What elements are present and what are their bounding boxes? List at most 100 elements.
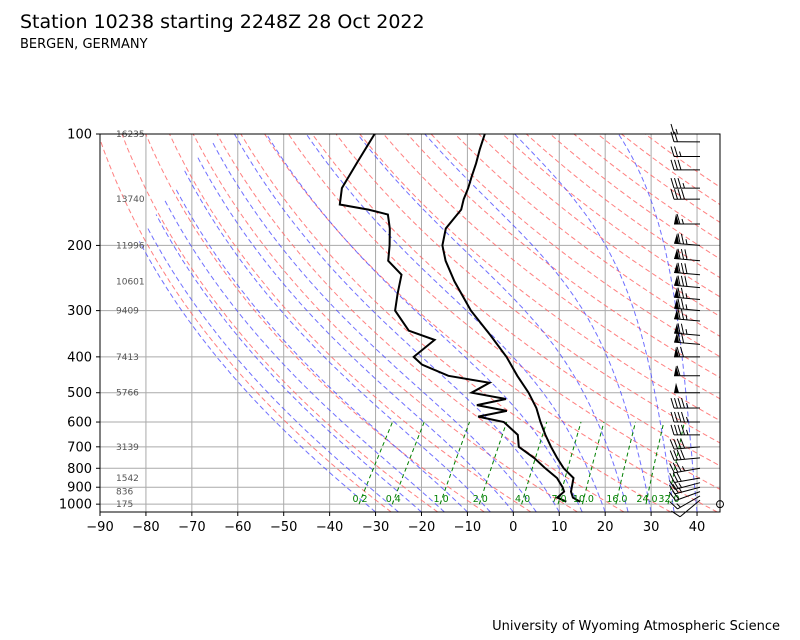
barb-full (668, 480, 676, 490)
barb-full (677, 332, 681, 343)
wind-barb (669, 471, 701, 483)
barb-full (677, 397, 682, 409)
barb-half (686, 402, 689, 409)
x-tick-label: −80 (132, 520, 159, 535)
chart-subtitle: BERGEN, GERMANY (20, 37, 148, 52)
height-label: 175 (116, 500, 133, 510)
y-tick-label: 200 (67, 239, 92, 254)
moist-adiabat (196, 156, 514, 512)
wind-barb (670, 177, 701, 189)
x-tick-label: −70 (178, 520, 205, 535)
barb-full (680, 323, 685, 335)
barb-staff (677, 495, 701, 510)
barb-full (672, 483, 679, 494)
barb-staff (674, 242, 701, 246)
wind-barb (669, 462, 701, 474)
barb-flag (674, 214, 679, 224)
mixing-ratio-label: 7.0 (551, 494, 566, 505)
moist-adiabat (357, 134, 629, 512)
mixing-ratio-line (391, 421, 425, 505)
barb-flag (674, 275, 680, 286)
moist-adiabat (155, 214, 422, 512)
barb-flag (674, 308, 680, 320)
mixing-ratio-label: 2.0 (473, 494, 488, 505)
wind-barb (669, 495, 701, 510)
x-tick-label: −30 (362, 520, 389, 535)
barb-half (679, 151, 682, 157)
moist-adiabat (163, 198, 445, 512)
barb-full (674, 189, 678, 200)
wind-barb (670, 397, 701, 409)
y-tick-label: 900 (67, 481, 92, 496)
moist-adiabat (305, 134, 606, 512)
x-tick-label: −60 (224, 520, 251, 535)
barb-staff (674, 486, 701, 495)
barb-full (672, 462, 679, 473)
barb-full (674, 146, 678, 157)
plot-frame (99, 133, 721, 513)
dry-adiabat (145, 134, 485, 512)
barb-full (676, 213, 681, 225)
barb-half (681, 466, 686, 472)
dewpoint-line (338, 134, 567, 503)
x-tick-label: −10 (454, 520, 481, 535)
mixing-ratio-line (478, 421, 508, 505)
mixing-ratio-line (581, 421, 605, 505)
barb-half (686, 416, 689, 423)
wind-barb (674, 332, 701, 345)
mixing-ratio-label: 10.0 (573, 494, 594, 505)
barb-full (670, 146, 675, 157)
barb-full (674, 159, 678, 171)
x-tick-label: −40 (316, 520, 343, 535)
barb-full (674, 411, 678, 423)
wind-barb (674, 262, 701, 276)
barb-flag (674, 382, 679, 393)
mixing-ratio-line (615, 421, 636, 505)
wind-barb (674, 287, 701, 301)
barb-flag (674, 298, 680, 309)
barb-full (676, 346, 681, 358)
barb-full (677, 248, 681, 260)
moist-adiabat (618, 134, 698, 512)
dry-adiabat (287, 134, 720, 490)
barb-full (669, 501, 678, 510)
barb-staff (674, 272, 701, 276)
barb-full (670, 411, 675, 423)
wind-barb (670, 146, 701, 157)
barb-full (681, 189, 685, 200)
x-tick-label: 40 (689, 520, 706, 535)
barb-half (681, 218, 684, 225)
barb-staff (674, 467, 701, 474)
dry-adiabat (192, 134, 578, 512)
x-tick-label: −20 (408, 520, 435, 535)
dry-adiabat (359, 134, 720, 422)
dry-adiabat (335, 134, 720, 444)
barb-full (680, 262, 685, 274)
y-tick-label: 500 (67, 386, 92, 401)
wind-barb (674, 308, 701, 322)
mixing-ratio-line (439, 421, 470, 505)
barb-staff (674, 482, 701, 490)
barb-full (680, 438, 686, 449)
mixing-ratio-label: 16.0 (606, 494, 627, 505)
wind-barb (674, 233, 701, 246)
barb-full (672, 472, 679, 483)
barb-full (674, 424, 678, 436)
barb-flag (674, 233, 680, 244)
barb-full (677, 411, 682, 423)
barb-half (678, 482, 683, 488)
moist-adiabat (183, 169, 491, 512)
barb-staff (674, 258, 701, 262)
barb-half (685, 314, 688, 320)
height-label: 836 (116, 488, 133, 498)
dry-adiabat (216, 134, 625, 512)
wind-barb (673, 213, 701, 225)
dry-adiabat (100, 137, 392, 512)
temperature-line (441, 134, 581, 503)
y-tick-label: 800 (67, 462, 92, 477)
height-label: 1542 (116, 474, 139, 484)
barb-half (685, 304, 688, 310)
barb-full (680, 449, 686, 460)
dry-adiabat (430, 134, 720, 358)
